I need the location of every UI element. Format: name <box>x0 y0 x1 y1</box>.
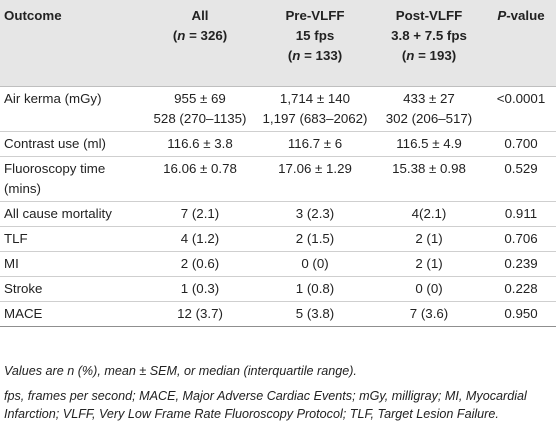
footnote-values: Values are n (%), mean ± SEM, or median … <box>4 364 357 378</box>
header-row: Outcome All (n = 326) Pre-VLFF 15 fps (n… <box>0 0 556 87</box>
cell-post: 2 (1) <box>372 226 486 252</box>
cell-p: 0.228 <box>486 276 556 302</box>
table-row: Air kerma (mGy) 955 ± 69 528 (270–1135) 1… <box>0 86 556 132</box>
table-row: MACE 12 (3.7) 5 (3.8) 7 (3.6) 0.950 <box>0 301 556 327</box>
table-row: TLF 4 (1.2) 2 (1.5) 2 (1) 0.706 <box>0 226 556 252</box>
row-label: Fluoroscopy time (mins) <box>0 156 142 202</box>
row-label: Stroke <box>0 276 142 302</box>
header-p-value: P-value <box>486 0 556 87</box>
cell-p: 0.950 <box>486 301 556 327</box>
header-pre-vlff: Pre-VLFF 15 fps (n = 133) <box>258 0 372 87</box>
cell-all: 955 ± 69 528 (270–1135) <box>142 86 258 132</box>
row-label: TLF <box>0 226 142 252</box>
cell-pre: 17.06 ± 1.29 <box>258 156 372 202</box>
cell-p: 0.239 <box>486 251 556 277</box>
header-post-vlff: Post-VLFF 3.8 + 7.5 fps (n = 193) <box>372 0 486 87</box>
table-footnotes: Values are n (%), mean ± SEM, or median … <box>4 362 552 424</box>
cell-p: <0.0001 <box>486 86 556 132</box>
cell-all: 16.06 ± 0.78 <box>142 156 258 202</box>
cell-all: 7 (2.1) <box>142 201 258 227</box>
cell-pre: 1,714 ± 140 1,197 (683–2062) <box>258 86 372 132</box>
cell-pre: 0 (0) <box>258 251 372 277</box>
cell-post: 116.5 ± 4.9 <box>372 131 486 157</box>
cell-post: 0 (0) <box>372 276 486 302</box>
table-row: Stroke 1 (0.3) 1 (0.8) 0 (0) 0.228 <box>0 276 556 302</box>
cell-pre: 3 (2.3) <box>258 201 372 227</box>
cell-post: 15.38 ± 0.98 <box>372 156 486 202</box>
cell-p: 0.911 <box>486 201 556 227</box>
cell-all: 2 (0.6) <box>142 251 258 277</box>
row-label: Contrast use (ml) <box>0 131 142 157</box>
cell-p: 0.706 <box>486 226 556 252</box>
cell-post: 4(2.1) <box>372 201 486 227</box>
header-outcome: Outcome <box>0 0 142 87</box>
row-label: MI <box>0 251 142 277</box>
cell-all: 1 (0.3) <box>142 276 258 302</box>
row-label: Air kerma (mGy) <box>0 86 142 132</box>
table-row: Contrast use (ml) 116.6 ± 3.8 116.7 ± 6 … <box>0 131 556 157</box>
cell-post: 7 (3.6) <box>372 301 486 327</box>
cell-all: 116.6 ± 3.8 <box>142 131 258 157</box>
cell-p: 0.529 <box>486 156 556 202</box>
outcomes-table: Outcome All (n = 326) Pre-VLFF 15 fps (n… <box>0 0 556 327</box>
cell-p: 0.700 <box>486 131 556 157</box>
cell-post: 2 (1) <box>372 251 486 277</box>
row-label: All cause mortality <box>0 201 142 227</box>
header-all: All (n = 326) <box>142 0 258 87</box>
cell-pre: 2 (1.5) <box>258 226 372 252</box>
cell-pre: 5 (3.8) <box>258 301 372 327</box>
cell-all: 12 (3.7) <box>142 301 258 327</box>
row-label: MACE <box>0 301 142 327</box>
cell-all: 4 (1.2) <box>142 226 258 252</box>
cell-pre: 116.7 ± 6 <box>258 131 372 157</box>
table-row: All cause mortality 7 (2.1) 3 (2.3) 4(2.… <box>0 201 556 227</box>
table-row: MI 2 (0.6) 0 (0) 2 (1) 0.239 <box>0 251 556 277</box>
cell-post: 433 ± 27 302 (206–517) <box>372 86 486 132</box>
cell-pre: 1 (0.8) <box>258 276 372 302</box>
footnote-abbreviations: fps, frames per second; MACE, Major Adve… <box>4 388 527 422</box>
table-row: Fluoroscopy time (mins) 16.06 ± 0.78 17.0… <box>0 156 556 202</box>
